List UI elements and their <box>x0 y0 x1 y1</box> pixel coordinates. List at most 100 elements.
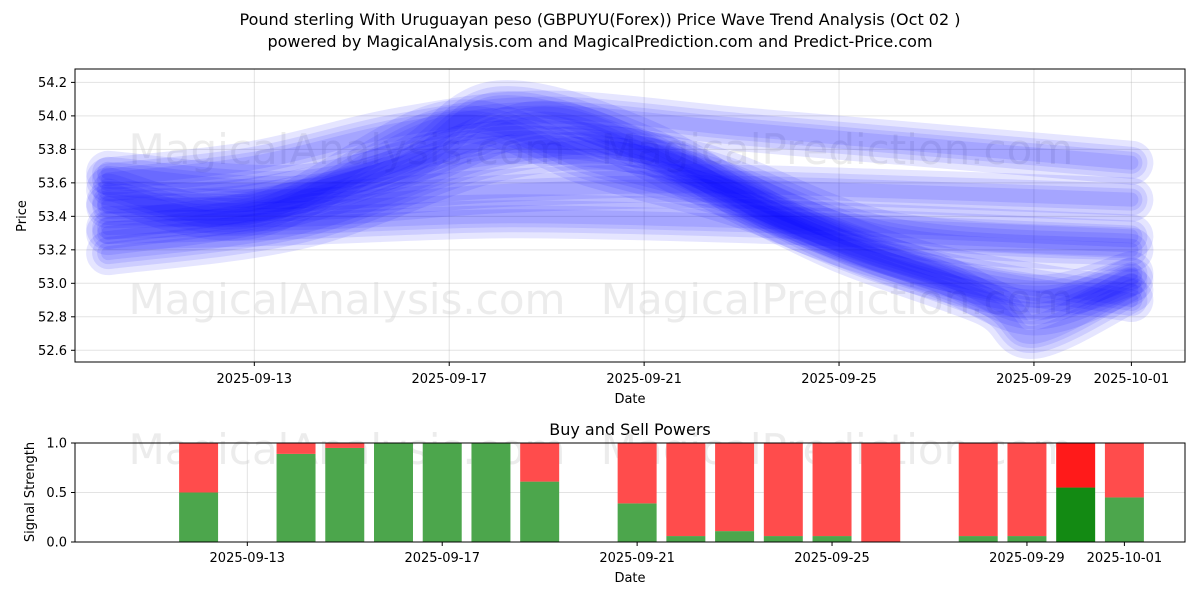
sell-power-bar <box>812 443 852 537</box>
sell-power-bar <box>763 443 803 537</box>
buy-sell-title: Buy and Sell Powers <box>549 420 711 439</box>
price-wave-band <box>92 125 1148 266</box>
price-wave-band <box>97 110 1143 308</box>
buy-sell-bar <box>617 443 657 542</box>
buy-power-bar <box>666 536 706 542</box>
sell-power-bar <box>715 443 755 532</box>
buy-sell-x-ticks: 2025-09-13 2025-09-17 2025-09-21 2025-09-25… <box>210 542 1163 566</box>
price-y-tick-label: 53.0 <box>38 277 67 292</box>
price-wave-band <box>92 131 1148 317</box>
buy-sell-bars <box>179 443 1144 542</box>
buy-power-bar <box>812 536 852 542</box>
sell-power-bar <box>958 443 998 537</box>
price-wave-line <box>86 80 1154 336</box>
buy-sell-bar <box>520 443 560 542</box>
buy-sell-bar <box>1007 443 1047 542</box>
price-x-tick-label: 2025-09-29 <box>996 372 1072 387</box>
buy-power-bar <box>958 536 998 542</box>
buy-sell-bar <box>1056 443 1096 542</box>
watermark-analysis-lower: MagicalAnalysis.com <box>129 275 566 324</box>
buy-sell-bar <box>715 443 755 542</box>
buy-sell-watermarks: MagicalAnalysis.com MagicalPrediction.co… <box>129 425 1074 474</box>
price-x-axis-label: Date <box>614 392 645 407</box>
price-wave-band <box>86 90 1154 202</box>
sell-power-bar <box>1104 443 1144 498</box>
sell-power-bar <box>276 443 316 454</box>
buy-power-bar <box>422 443 462 542</box>
price-wave-band <box>92 200 1148 253</box>
buy-sell-bar <box>179 443 219 542</box>
buy-sell-bar <box>763 443 803 542</box>
buy-sell-y-tick-label: 0.5 <box>46 486 67 501</box>
buy-sell-x-tick-label: 2025-09-29 <box>989 551 1065 566</box>
price-wave-band <box>86 119 1154 272</box>
sell-power-bar <box>1007 443 1047 537</box>
buy-power-bar <box>1007 536 1047 542</box>
price-x-tick-label: 2025-10-01 <box>1094 372 1170 387</box>
price-y-tick-label: 52.6 <box>38 344 67 359</box>
buy-sell-y-tick-label: 0.0 <box>46 536 67 551</box>
buy-sell-bar <box>861 443 901 542</box>
buy-sell-bar <box>422 443 462 542</box>
buy-power-bar <box>617 503 657 542</box>
price-wave-line <box>86 99 1154 319</box>
buy-sell-panel: Buy and Sell Powers MagicalAnalysis.com … <box>23 420 1186 586</box>
buy-power-bar <box>1056 487 1096 542</box>
sell-power-bar <box>520 443 560 482</box>
price-y-tick-label: 52.8 <box>38 310 67 325</box>
sell-power-bar <box>861 443 901 542</box>
price-wave-band <box>97 111 1143 348</box>
price-y-tick-label: 53.2 <box>38 243 67 258</box>
price-wave-band <box>86 80 1154 336</box>
price-wave-band <box>92 86 1148 330</box>
price-wave-band <box>97 101 1143 191</box>
buy-power-bar <box>520 481 560 542</box>
sell-power-bar <box>179 443 219 493</box>
price-wave-band <box>97 130 1143 261</box>
price-wave-band <box>101 105 1139 187</box>
price-y-axis-label: Price <box>15 200 30 232</box>
price-wave-band <box>97 205 1143 248</box>
price-y-tick-label: 53.4 <box>38 210 67 225</box>
buy-sell-y-ticks: 0.0 0.5 1.0 <box>46 437 75 551</box>
buy-sell-x-tick-label: 2025-09-13 <box>210 551 286 566</box>
price-wave-band <box>97 91 1143 325</box>
buy-sell-x-tick-label: 2025-10-01 <box>1087 551 1163 566</box>
price-wave-line <box>86 119 1154 272</box>
price-y-tick-label: 53.8 <box>38 143 67 158</box>
price-wave-band <box>101 179 1139 213</box>
buy-sell-bar <box>958 443 998 542</box>
buy-sell-bar <box>666 443 706 542</box>
watermark-prediction-upper: MagicalPrediction.com <box>601 125 1074 174</box>
sell-power-bar <box>1056 443 1096 488</box>
price-wave-band <box>86 99 1154 319</box>
buy-sell-x-tick-label: 2025-09-17 <box>404 551 480 566</box>
price-x-tick-label: 2025-09-17 <box>411 372 487 387</box>
price-watermarks: MagicalAnalysis.com MagicalPrediction.co… <box>129 125 1074 324</box>
price-wave-band <box>101 95 1139 321</box>
price-x-tick-label: 2025-09-25 <box>801 372 877 387</box>
figure-title-line2: powered by MagicalAnalysis.com and Magic… <box>267 32 932 51</box>
sell-power-bar <box>666 443 706 537</box>
buy-sell-bar <box>812 443 852 542</box>
price-y-tick-label: 54.0 <box>38 109 67 124</box>
buy-sell-bar <box>374 443 413 542</box>
price-plot-area <box>75 69 1185 362</box>
buy-sell-x-tick-label: 2025-09-25 <box>794 551 870 566</box>
price-wave-line <box>86 90 1154 202</box>
price-wave-band <box>101 134 1139 257</box>
buy-power-bar <box>763 536 803 542</box>
price-wave-band <box>97 136 1143 312</box>
buy-power-bar <box>179 492 219 542</box>
price-wave-band <box>86 194 1154 259</box>
watermark-analysis-upper: MagicalAnalysis.com <box>129 125 566 174</box>
price-x-ticks: 2025-09-13 2025-09-17 2025-09-21 2025-09-25… <box>217 362 1170 387</box>
price-wave-band <box>86 164 1154 228</box>
price-wave-line <box>86 125 1154 323</box>
price-wave-band <box>92 170 1148 222</box>
price-wave-band <box>86 100 1154 359</box>
buy-power-bar <box>1104 497 1144 542</box>
price-wave-band <box>101 115 1139 344</box>
price-y-tick-label: 53.6 <box>38 176 67 191</box>
